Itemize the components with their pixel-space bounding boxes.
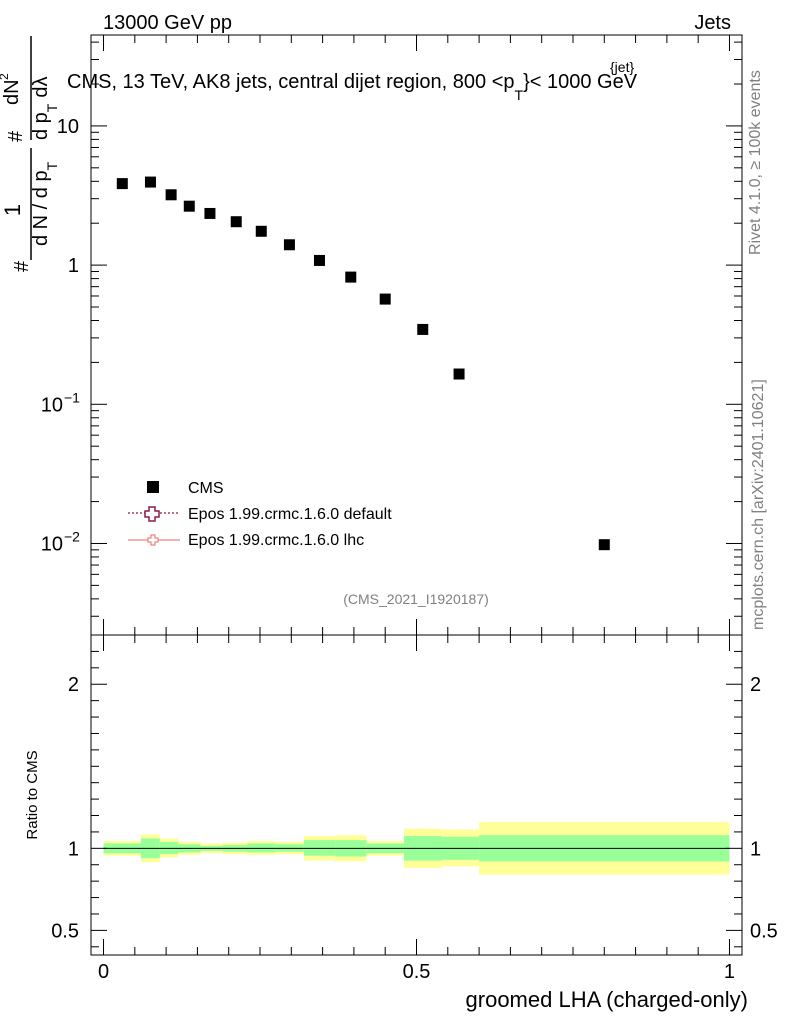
main-minor-ticks	[91, 41, 742, 617]
ratio-y-tick-label: 0.5	[51, 920, 79, 942]
ratio-y-tick-label-right: 1	[750, 838, 761, 860]
ylabel-hash-mid: #	[5, 130, 27, 142]
header-right: Jets	[694, 12, 731, 34]
main-y-tick-label: 1	[68, 255, 79, 277]
plot-title-tail: }< 1000 GeV	[523, 71, 638, 93]
ylabel-den2-tail: dλ	[30, 77, 52, 98]
analysis-id: (CMS_2021_I1920187)	[343, 591, 489, 607]
legend-label-epos-default: Epos 1.99.crmc.1.6.0 default	[188, 506, 392, 523]
legend-label-cms: CMS	[188, 480, 224, 497]
ratio-x-tick-label: 1	[724, 961, 735, 983]
legend-marker-epos-lhc	[147, 534, 159, 546]
legend: CMS Epos 1.99.crmc.1.6.0 default Epos 1.…	[128, 480, 392, 549]
legend-marker-epos-default	[144, 506, 160, 522]
cms-data-point	[345, 271, 357, 283]
plot-title-sup: {jet}	[610, 59, 634, 75]
ratio-y-tick-label-right: 0.5	[750, 920, 778, 942]
ylabel-den2: d pTdλ	[30, 77, 60, 141]
cms-data-point	[283, 239, 295, 251]
cms-data-point	[598, 539, 610, 551]
cms-data-point	[313, 254, 325, 266]
ylabel-frac-den-text: d N / d p	[30, 170, 52, 246]
ylabel-num2-text: dN	[1, 79, 23, 105]
ratio-x-ticks: 0 0.5 1	[98, 635, 735, 983]
ylabel-num2: dN	[1, 79, 23, 105]
cms-data-point	[204, 207, 216, 219]
cms-data-point	[144, 176, 156, 188]
main-y-tick-label: 10	[41, 394, 63, 416]
plot-title-sub: T	[515, 87, 524, 103]
header-left: 13000 GeV pp	[103, 12, 232, 34]
x-axis-label: groomed LHA (charged-only)	[466, 987, 748, 1012]
main-y-tick-label: 10	[57, 116, 79, 138]
ylabel-num2-sup: 2	[0, 73, 11, 80]
ylabel-frac-num: 1	[0, 204, 25, 216]
main-y-tick-exponent: −1	[64, 389, 80, 405]
cms-data-points	[116, 176, 610, 551]
cms-data-point	[255, 225, 267, 237]
plot-title-main: CMS, 13 TeV, AK8 jets, central dijet reg…	[67, 71, 515, 93]
ratio-y-tick-label-right: 2	[750, 674, 761, 696]
main-x-ticks	[103, 35, 730, 635]
ratio-x-tick-label: 0.5	[403, 961, 431, 983]
cms-data-point	[230, 216, 242, 228]
ylabel-hash-left: #	[11, 260, 33, 272]
legend-marker-cms	[147, 481, 159, 493]
main-y-tick-exponent: −2	[64, 528, 80, 544]
cms-data-point	[453, 368, 465, 380]
cms-data-point	[379, 293, 391, 305]
ratio-panel: 0.5 0.51 12 2 0 0.5 1 Ratio to CMS groomed LH…	[24, 634, 778, 1012]
cms-data-point	[116, 178, 128, 190]
rivet-version: Rivet 4.1.0, ≥ 100k events	[747, 70, 764, 255]
ratio-y-axis-label: Ratio to CMS	[24, 750, 41, 839]
cms-data-point	[183, 200, 195, 212]
ylabel-den2-text: d p	[30, 112, 52, 140]
ratio-y-tick-label: 2	[68, 674, 79, 696]
ylabel-den2-sub: T	[44, 103, 60, 112]
plot-title: CMS, 13 TeV, AK8 jets, central dijet reg…	[67, 71, 638, 103]
legend-label-epos-lhc: Epos 1.99.crmc.1.6.0 lhc	[188, 532, 364, 549]
main-y-axis-label: # 1 d N / d pT # dN 2 d pTdλ	[0, 36, 60, 272]
cms-data-point	[165, 189, 177, 201]
ratio-minor-ticks	[91, 650, 742, 948]
ratio-y-tick-label: 1	[68, 838, 79, 860]
ylabel-frac-den: d N / d pT	[30, 161, 60, 246]
main-y-tick-label: 10	[41, 533, 63, 555]
ratio-frame	[90, 634, 743, 956]
ylabel-frac-den-sub: T	[44, 161, 60, 170]
ratio-y-ticks: 0.5 0.5 1 1 2 2	[51, 674, 778, 942]
cms-data-point	[417, 323, 429, 335]
mcplots-source: mcplots.cern.ch [arXiv:2401.10621]	[750, 379, 767, 630]
ratio-x-tick-label: 0	[98, 961, 109, 983]
